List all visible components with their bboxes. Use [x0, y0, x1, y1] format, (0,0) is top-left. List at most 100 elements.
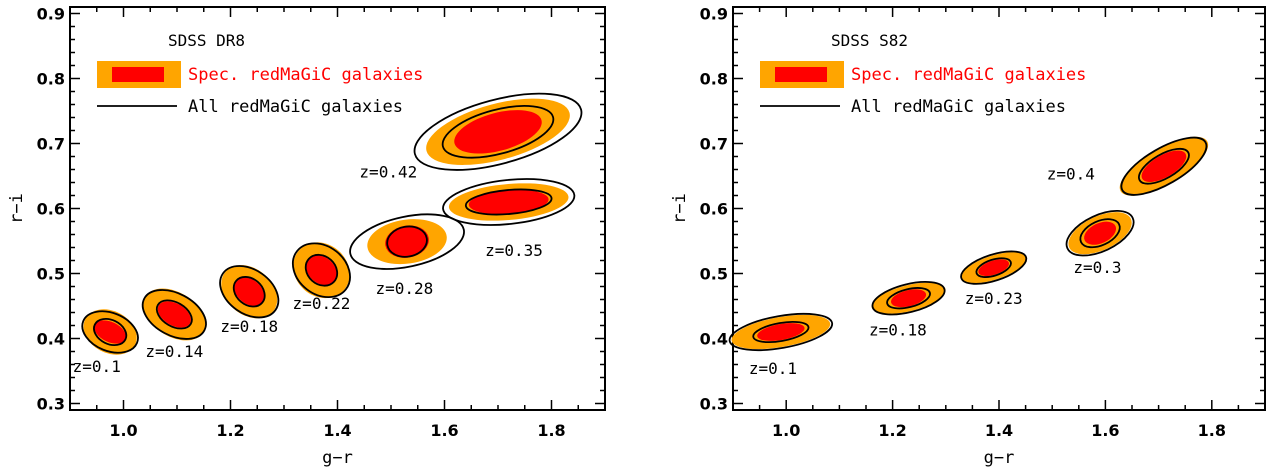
- all-inner-contour: [386, 225, 428, 258]
- redshift-label: z=0.23: [965, 289, 1023, 308]
- legend-title: SDSS S82: [831, 31, 908, 50]
- all-inner-contour: [93, 317, 128, 347]
- x-tick-label: 1.4: [985, 421, 1013, 440]
- x-tick-label: 1.2: [216, 421, 244, 440]
- y-tick-label: 0.9: [700, 5, 728, 24]
- contour-group: [219, 265, 280, 319]
- legend-all-label: All redMaGiC galaxies: [188, 97, 403, 117]
- contour-group: [728, 312, 834, 352]
- all-outer-contour: [81, 310, 139, 354]
- all-outer-contour: [141, 289, 207, 340]
- all-inner-contour: [975, 257, 1012, 278]
- contour-group: [292, 242, 351, 299]
- redshift-label: z=0.22: [293, 294, 351, 313]
- x-tick-label: 1.8: [1198, 421, 1226, 440]
- redshift-label: z=0.35: [485, 241, 543, 260]
- all-inner-contour: [1079, 218, 1121, 249]
- all-outer-contour: [1120, 136, 1208, 196]
- all-outer-contour: [442, 178, 576, 226]
- y-tick-label: 0.5: [37, 265, 65, 284]
- spec-inner-region: [1141, 150, 1187, 182]
- all-outer-contour: [728, 312, 834, 352]
- x-tick-label: 1.6: [1091, 421, 1119, 440]
- spec-inner-region: [234, 277, 265, 306]
- all-outer-contour: [413, 92, 583, 171]
- all-inner-contour: [464, 188, 553, 216]
- all-inner-contour: [232, 276, 266, 308]
- redshift-label: z=0.14: [145, 342, 203, 361]
- spec-inner-region: [306, 255, 337, 286]
- y-tick-label: 0.3: [700, 395, 728, 414]
- spec-inner-region: [757, 323, 805, 341]
- all-inner-contour: [1138, 147, 1190, 185]
- legend-spec-label: Spec. redMaGiC galaxies: [851, 65, 1086, 85]
- spec-inner-region: [1084, 221, 1117, 245]
- spec-inner-region: [978, 259, 1010, 276]
- all-inner-contour: [886, 287, 931, 310]
- contour-group: [442, 178, 576, 226]
- contour-group: [871, 281, 946, 316]
- y-tick-label: 0.3: [37, 395, 65, 414]
- redshift-label: z=0.4: [1047, 164, 1095, 183]
- contour-group: [413, 92, 583, 171]
- redshift-label: z=0.18: [869, 320, 927, 339]
- y-axis-label: r−i: [670, 193, 690, 224]
- contour-group: [1119, 136, 1209, 196]
- x-tick-label: 1.8: [537, 421, 565, 440]
- legend-spec-swatch-inner: [112, 67, 164, 82]
- x-tick-label: 1.0: [772, 421, 800, 440]
- redshift-label: z=0.18: [220, 317, 278, 336]
- y-tick-label: 0.8: [37, 70, 65, 89]
- contour-group: [1065, 209, 1135, 257]
- y-axis-label: r−i: [7, 193, 27, 224]
- redshift-label: z=0.1: [749, 359, 797, 378]
- y-tick-label: 0.4: [700, 330, 728, 349]
- panel-2: 1.0 1.2 1.4 1.6 1.8 0.3 0.4 0.5 0.6 0.7 0.8 0.9 g−r r…: [670, 5, 1266, 468]
- all-inner-contour: [304, 253, 339, 287]
- y-tick-label: 0.7: [37, 135, 65, 154]
- redshift-label: z=0.1: [73, 357, 121, 376]
- x-axis-label: g−r: [322, 448, 353, 468]
- redshift-label: z=0.28: [375, 279, 433, 298]
- redshift-label: z=0.42: [359, 162, 417, 181]
- spec-inner-region: [468, 189, 549, 215]
- legend-title: SDSS DR8: [168, 31, 245, 50]
- y-tick-label: 0.7: [700, 135, 728, 154]
- x-tick-label: 1.0: [109, 421, 137, 440]
- spec-inner-region: [94, 320, 127, 344]
- all-outer-contour: [960, 250, 1028, 285]
- all-outer-contour: [871, 281, 946, 316]
- y-tick-label: 0.6: [700, 200, 728, 219]
- spec-inner-region: [157, 301, 191, 328]
- legend-all-label: All redMaGiC galaxies: [851, 97, 1066, 117]
- spec-inner-region: [385, 225, 429, 258]
- legend-spec-label: Spec. redMaGiC galaxies: [188, 65, 423, 85]
- all-outer-contour: [1065, 209, 1135, 257]
- all-inner-contour: [752, 320, 810, 344]
- y-tick-label: 0.9: [37, 5, 65, 24]
- contour-group: [960, 250, 1028, 285]
- all-outer-contour: [292, 242, 351, 299]
- spec-inner-region: [454, 110, 542, 154]
- y-tick-label: 0.4: [37, 330, 65, 349]
- x-tick-label: 1.6: [430, 421, 458, 440]
- x-tick-label: 1.4: [323, 421, 351, 440]
- redshift-label: z=0.3: [1073, 258, 1121, 277]
- y-tick-label: 0.6: [37, 200, 65, 219]
- all-inner-contour: [155, 299, 193, 330]
- contour-group: [81, 309, 139, 355]
- x-axis-label: g−r: [984, 448, 1015, 468]
- spec-inner-region: [890, 289, 927, 308]
- contour-group: [141, 288, 207, 341]
- legend-spec-swatch-inner: [775, 67, 827, 82]
- all-outer-contour: [219, 265, 280, 319]
- all-outer-contour: [349, 213, 465, 270]
- contour-group: [349, 213, 465, 270]
- y-tick-label: 0.8: [700, 70, 728, 89]
- y-tick-label: 0.5: [700, 265, 728, 284]
- all-inner-contour: [441, 105, 555, 159]
- panel-1: 1.0 1.2 1.4 1.6 1.8 0.3 0.4 0.5 0.6 0.7 0.8 0.9 g−r r…: [7, 5, 606, 468]
- x-tick-label: 1.2: [878, 421, 906, 440]
